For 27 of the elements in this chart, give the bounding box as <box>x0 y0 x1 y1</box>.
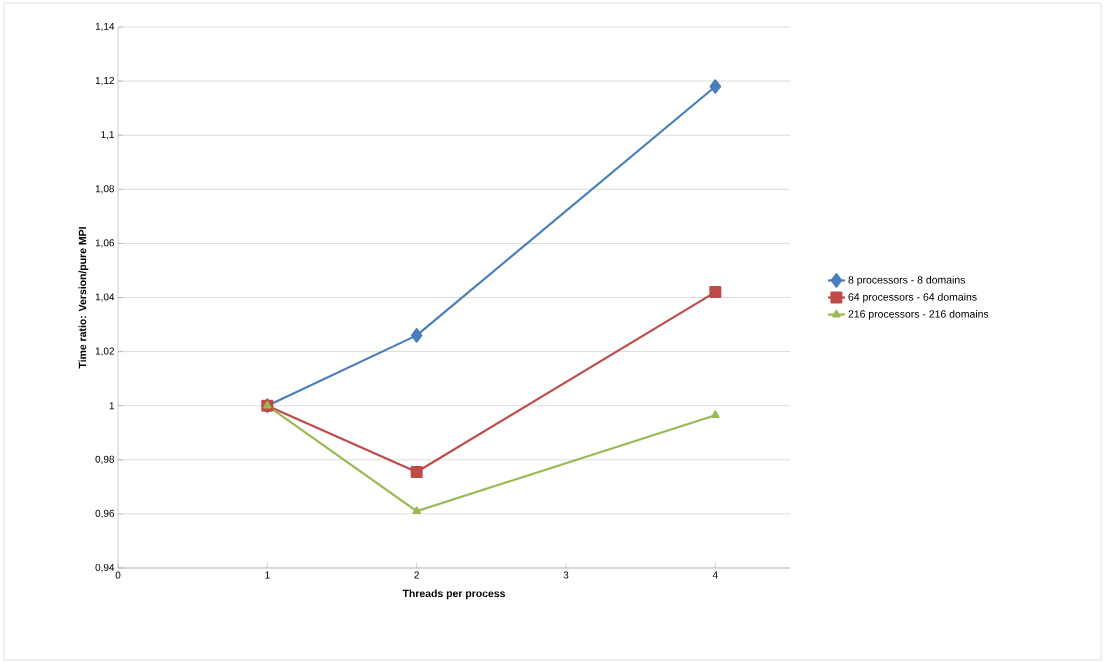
y-tick-label: 1 <box>109 402 114 410</box>
x-tick-label: 3 <box>563 571 569 579</box>
y-tick-label: 1,02 <box>95 347 114 356</box>
y-tick-label: 0,96 <box>95 509 115 519</box>
y-tick-label: 1,08 <box>95 185 115 194</box>
y-tick-label: 1,04 <box>95 293 115 302</box>
x-tick-label: 4 <box>712 571 718 579</box>
legend-label: 216 processors - 216 domains <box>848 310 989 320</box>
y-tick-label: 0,94 <box>95 563 115 573</box>
point <box>410 328 423 343</box>
point <box>709 79 722 94</box>
point <box>410 465 423 478</box>
x-axis-title: Threads per process <box>402 589 506 600</box>
x-tick-label: 1 <box>265 571 270 579</box>
y-tick-label: 1,06 <box>95 239 115 248</box>
y-tick-label: 0,98 <box>95 455 115 464</box>
legend-label: 8 processors - 8 domains <box>848 275 966 286</box>
y-tick-label: 1,12 <box>95 76 114 86</box>
x-tick-label: 2 <box>414 571 419 579</box>
legend-label: 64 processors - 64 domains <box>848 292 977 303</box>
y-tick-label: 1,14 <box>95 22 115 32</box>
point <box>711 410 720 419</box>
point <box>412 506 421 515</box>
point <box>709 286 722 299</box>
x-tick-label: 0 <box>115 571 121 579</box>
y-tick-label: 1,1 <box>101 131 114 140</box>
y-axis-title: Time ratio: Version/pure MPI <box>78 227 89 369</box>
